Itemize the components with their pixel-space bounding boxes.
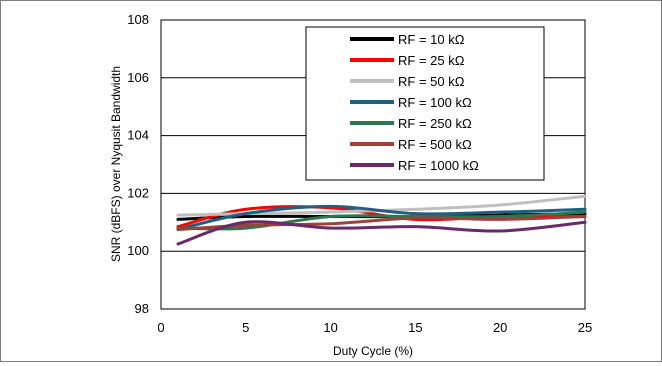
plot-area-border: [160, 19, 586, 310]
series-line-4: [176, 210, 587, 231]
legend-label-4: RF = 250 kΩ: [398, 116, 472, 131]
x-tick-label: 25: [578, 320, 592, 335]
y-tick-label: 106: [127, 70, 149, 85]
x-axis-label: Duty Cycle (%): [333, 344, 413, 358]
x-tick-label: 20: [493, 320, 507, 335]
x-tick-label: 5: [242, 320, 249, 335]
series-group: [176, 194, 587, 246]
y-tick-label: 108: [127, 12, 149, 27]
x-tick-labels: 0 5 10 15 20 25: [157, 320, 592, 335]
x-tick-label: 15: [408, 320, 422, 335]
series-line-5: [176, 215, 587, 232]
legend-label-3: RF = 100 kΩ: [398, 95, 472, 110]
legend: RF = 10 kΩ RF = 25 kΩ RF = 50 kΩ RF = 100 k…: [305, 26, 545, 181]
legend-label-0: RF = 10 kΩ: [398, 32, 465, 47]
series-line-3: [176, 204, 587, 232]
legend-label-1: RF = 25 kΩ: [398, 53, 465, 68]
legend-label-6: RF = 1000 kΩ: [398, 158, 479, 173]
x-tick-label: 10: [323, 320, 337, 335]
legend-label-5: RF = 500 kΩ: [398, 137, 472, 152]
legend-label-2: RF = 50 kΩ: [398, 74, 465, 89]
series-line-6: [176, 220, 587, 246]
y-axis-label: SNR (dBFS) over Nyqusit Bandwidth: [109, 66, 123, 262]
y-tick-labels: 98 100 102 104 106 108: [127, 12, 149, 316]
y-tick-label: 100: [127, 243, 149, 258]
y-tick-label: 104: [127, 128, 149, 143]
legend-box: [305, 26, 545, 181]
x-tick-label: 0: [157, 320, 164, 335]
y-tick-label: 98: [135, 301, 149, 316]
y-tick-label: 102: [127, 185, 149, 200]
